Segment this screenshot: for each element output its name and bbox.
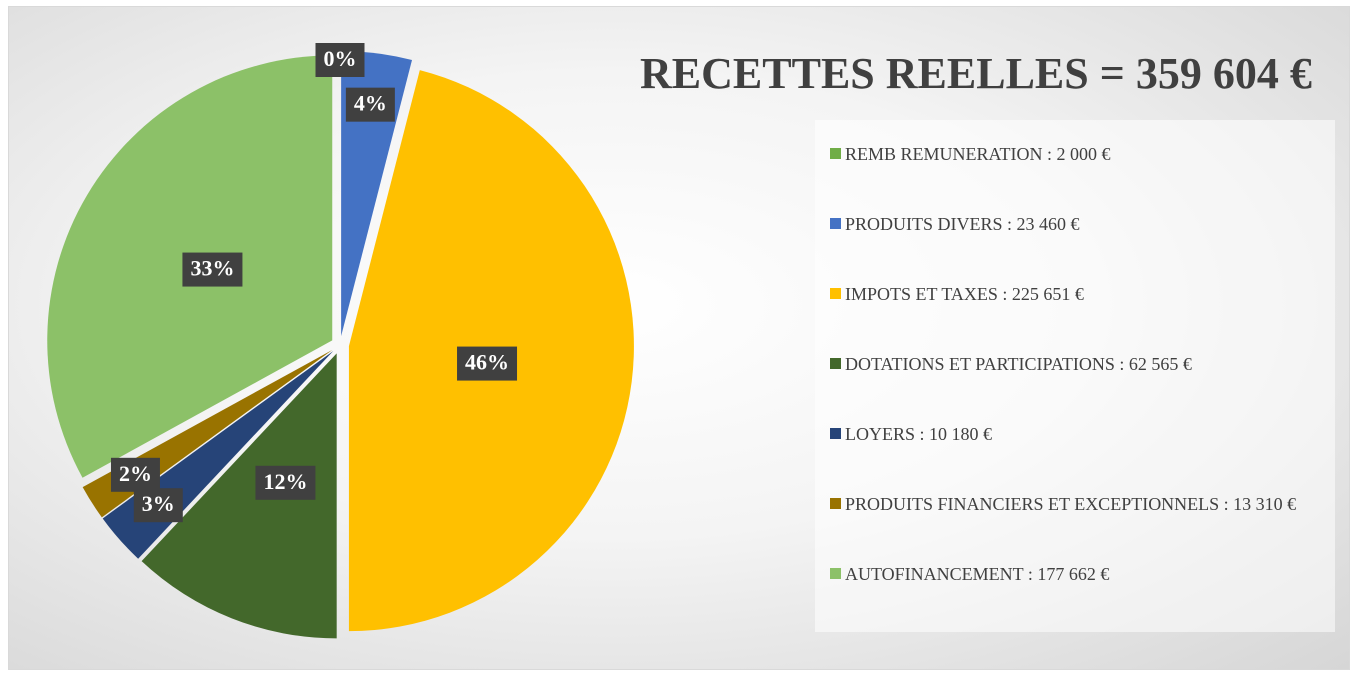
pie-slice [141,353,337,639]
data-label: 4% [345,87,395,122]
chart-title: RECETTES REELLES = 359 604 € [640,49,1312,98]
data-label-box [255,465,316,500]
data-label-text: 0% [324,46,357,71]
legend-label: PRODUITS FINANCIERS ET EXCEPTIONNELS : 1… [845,494,1297,514]
data-label-box [182,252,243,287]
data-label-text: 2% [119,461,152,486]
legend-item: PRODUITS FINANCIERS ET EXCEPTIONNELS : 1… [830,492,1320,516]
data-label-box [133,488,183,523]
pie-slice [341,51,413,337]
legend-item: REMB REMUNERATION : 2 000 € [830,142,1320,166]
data-label-box [345,87,395,122]
data-label-text: 12% [263,469,307,494]
legend: REMB REMUNERATION : 2 000 € PRODUITS DIVE… [815,120,1335,632]
data-label-box [315,43,365,77]
data-label-box [110,457,160,492]
legend-item: PRODUITS DIVERS : 23 460 € [830,212,1320,236]
data-label: 3% [133,488,183,523]
legend-label: DOTATIONS ET PARTICIPATIONS : 62 565 € [845,354,1192,374]
legend-item: DOTATIONS ET PARTICIPATIONS : 62 565 € [830,352,1320,376]
data-label: 46% [457,346,518,381]
legend-item: AUTOFINANCEMENT : 177 662 € [830,562,1320,586]
legend-label: IMPOTS ET TAXES : 225 651 € [845,284,1084,304]
legend-swatch [830,568,841,579]
legend-swatch [830,498,841,509]
data-label-text: 4% [354,91,387,116]
data-label: 0% [315,43,365,77]
data-label: 12% [255,465,316,500]
legend-swatch [830,428,841,439]
legend-label: AUTOFINANCEMENT : 177 662 € [845,564,1110,584]
data-label: 2% [110,457,160,492]
legend-item: IMPOTS ET TAXES : 225 651 € [830,282,1320,306]
legend-swatch [830,358,841,369]
legend-swatch [830,288,841,299]
legend-label: LOYERS : 10 180 € [845,424,993,444]
legend-swatch [830,218,841,229]
legend-label: PRODUITS DIVERS : 23 460 € [845,214,1080,234]
legend-label: REMB REMUNERATION : 2 000 € [845,144,1111,164]
data-label: 33% [182,252,243,287]
legend-item: LOYERS : 10 180 € [830,422,1320,446]
data-label-text: 33% [190,256,234,281]
data-label-text: 46% [465,350,509,375]
legend-swatch [830,148,841,159]
data-label-box [457,346,518,381]
data-label-text: 3% [142,491,175,516]
